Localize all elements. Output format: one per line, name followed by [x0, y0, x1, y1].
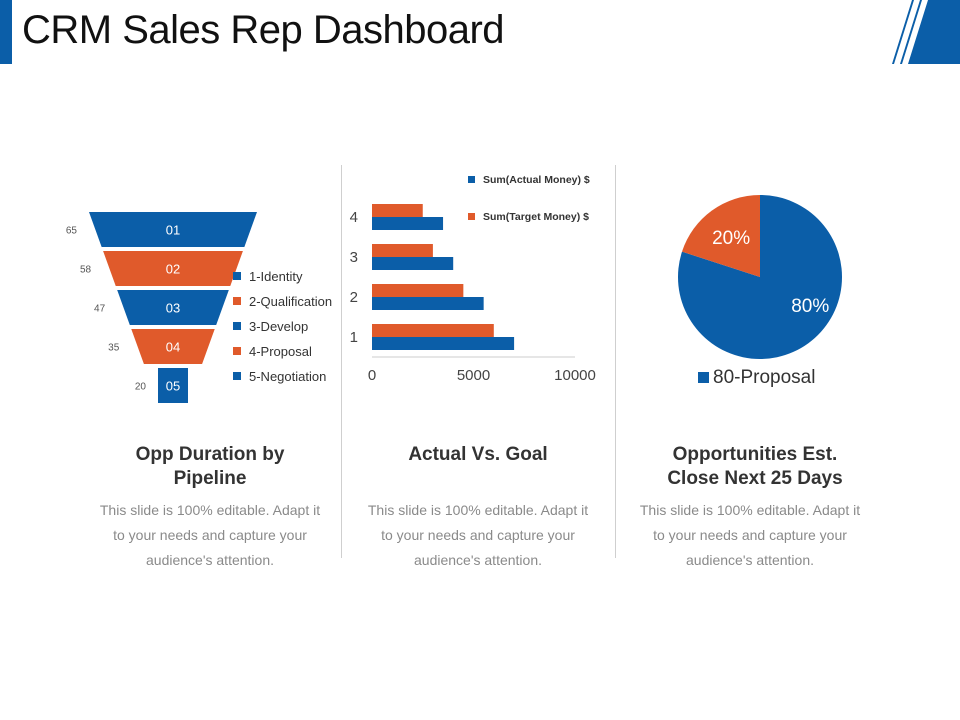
funnel-value-label: 20: [135, 382, 147, 393]
funnel-value-label: 47: [94, 304, 106, 315]
funnel-segment: [89, 212, 257, 247]
y-tick-label: 4: [350, 209, 358, 226]
bar-actual: [372, 337, 515, 350]
description-line: This slide is 100% editable. Adapt it: [367, 502, 589, 518]
panel-divider: [615, 165, 616, 558]
bar-target: [372, 284, 464, 297]
description-line: to your needs and capture your: [653, 527, 847, 543]
panel-heading: Actual Vs. Goal: [358, 443, 598, 467]
legend-swatch: [233, 272, 241, 280]
bar-actual: [372, 297, 484, 310]
heading-line: Opportunities Est.: [672, 444, 838, 465]
corner-block: [908, 0, 960, 64]
x-tick-label: 0: [368, 367, 376, 384]
pie-slice-label: 80%: [791, 296, 829, 317]
funnel-segment: [103, 251, 243, 286]
x-tick-label: 5000: [457, 367, 490, 384]
funnel-segment: [117, 290, 229, 325]
x-tick-label: 10000: [554, 367, 596, 384]
panel-description: This slide is 100% editable. Adapt it to…: [348, 498, 608, 573]
bar-target: [372, 204, 423, 217]
panel-divider: [341, 165, 342, 558]
heading-line: Pipeline: [173, 468, 247, 489]
bar-target: [372, 244, 433, 257]
funnel-segment: [158, 368, 188, 403]
legend-label: 3-Develop: [249, 319, 308, 334]
panel-description: This slide is 100% editable. Adapt it to…: [620, 498, 880, 573]
funnel-value-label: 58: [80, 265, 92, 276]
panel-description: This slide is 100% editable. Adapt it to…: [80, 498, 340, 573]
legend-label: 4-Proposal: [249, 344, 312, 359]
y-tick-label: 2: [350, 289, 358, 306]
legend-swatch: [698, 372, 709, 383]
page-title: CRM Sales Rep Dashboard: [22, 8, 505, 52]
funnel-stage-label: 04: [166, 340, 180, 355]
panel-heading: Opportunities Est. Close Next 25 Days: [630, 443, 880, 491]
pie-chart: 80% 20% 80-Proposal: [678, 195, 842, 388]
description-line: to your needs and capture your: [381, 527, 575, 543]
legend-label: 1-Identity: [249, 269, 303, 284]
legend-label: Sum(Target Money) $: [483, 211, 589, 223]
funnel-segment: [131, 329, 215, 364]
description-line: audience's attention.: [414, 552, 542, 568]
corner-decoration: [892, 0, 960, 64]
bar-target: [372, 324, 494, 337]
description-line: This slide is 100% editable. Adapt it: [99, 502, 321, 518]
description-line: to your needs and capture your: [113, 527, 307, 543]
heading-line: Actual Vs. Goal: [408, 444, 548, 465]
description-line: This slide is 100% editable. Adapt it: [639, 502, 861, 518]
funnel-value-label: 65: [66, 226, 78, 237]
corner-stripe: [900, 0, 922, 64]
bar-actual: [372, 257, 454, 270]
funnel-stage-label: 03: [166, 301, 180, 316]
corner-stripe: [892, 0, 914, 64]
funnel-stage-label: 02: [166, 262, 180, 277]
pie-slice-label: 20%: [712, 228, 750, 249]
legend-label: 80-Proposal: [713, 367, 815, 388]
panel-heading: Opp Duration by Pipeline: [90, 443, 330, 491]
pie-slice: [682, 195, 760, 277]
heading-line: Close Next 25 Days: [667, 468, 843, 489]
legend-label: 5-Negotiation: [249, 369, 326, 384]
legend-label: Sum(Actual Money) $: [483, 174, 590, 186]
description-line: audience's attention.: [146, 552, 274, 568]
heading-line: Opp Duration by: [135, 444, 285, 465]
title-accent-bar: [0, 0, 12, 64]
y-tick-label: 1: [350, 329, 358, 346]
funnel-chart: 01 65 02 58 03 47 04 35 05 20 1-Identity 2-Qualific…: [66, 212, 332, 403]
legend-swatch: [468, 176, 475, 183]
legend-swatch: [233, 347, 241, 355]
bar-actual: [372, 217, 444, 230]
legend-swatch: [233, 372, 241, 380]
y-tick-label: 3: [350, 249, 358, 266]
legend-swatch: [233, 322, 241, 330]
description-line: audience's attention.: [686, 552, 814, 568]
funnel-stage-label: 01: [166, 223, 180, 238]
funnel-value-label: 35: [108, 343, 120, 354]
funnel-stage-label: 05: [166, 379, 180, 394]
legend-swatch: [468, 213, 475, 220]
bar-chart: 1 2 3 4 0 5000 10000 Sum(Actual Money) $ Sum(Tar…: [350, 174, 596, 384]
legend-swatch: [233, 297, 241, 305]
legend-label: 2-Qualification: [249, 294, 332, 309]
